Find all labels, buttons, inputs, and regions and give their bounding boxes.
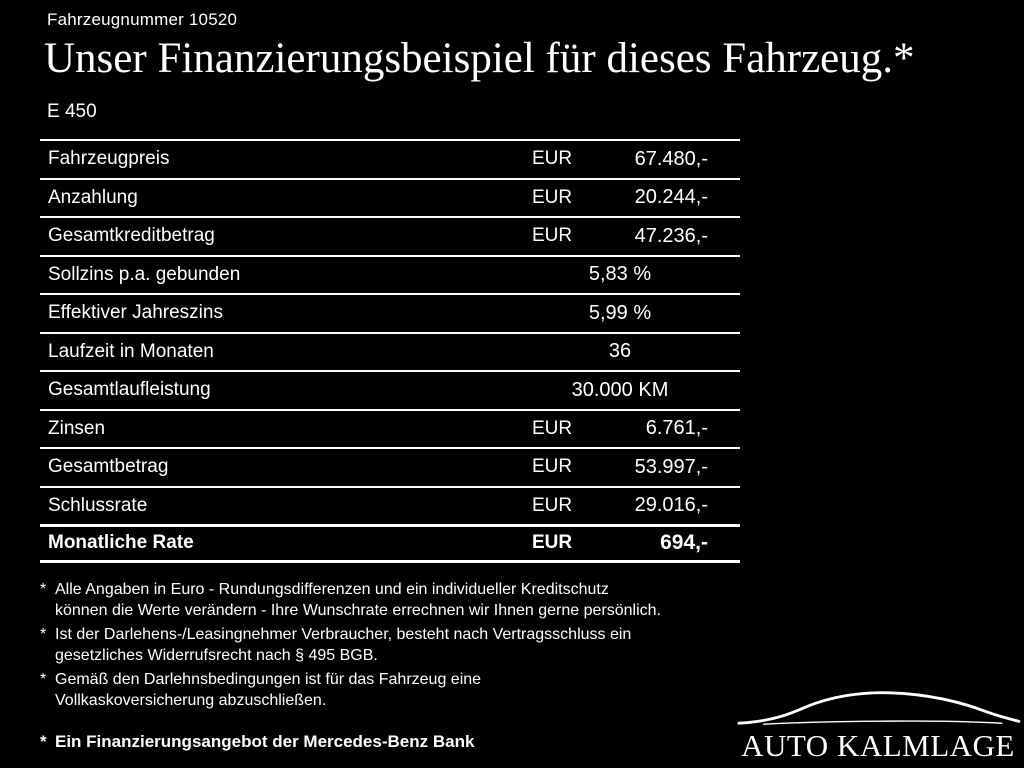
row-value: 30.000 KM — [571, 378, 669, 401]
row-currency: EUR — [532, 225, 573, 247]
row-label: Gesamtlaufleistung — [48, 379, 211, 401]
footnote-marker: * — [40, 671, 47, 688]
row-label: Fahrzeugpreis — [48, 148, 170, 170]
dealer-name: AUTO KALMLAGE — [741, 728, 1015, 763]
row-value: 5,83 % — [588, 263, 652, 286]
table-row: Gesamtkreditbetrag EUR 47.236,- — [40, 216, 740, 255]
row-value: 53.997,- — [634, 455, 708, 478]
table-row: Effektiver Jahreszins 5,99 % — [40, 293, 740, 332]
financing-table: Fahrzeugpreis EUR 67.480,- Anzahlung EUR… — [40, 139, 740, 563]
bank-note-text: Ein Finanzierungsangebot der Mercedes-Be… — [55, 732, 475, 751]
vehicle-model: E 450 — [47, 101, 97, 122]
row-label: Zinsen — [48, 417, 106, 439]
row-value: 67.480,- — [634, 147, 708, 170]
row-value: 694,- — [660, 531, 708, 555]
footnote: * Alle Angaben in Euro - Rundungsdiffere… — [40, 579, 770, 621]
footnotes: * Alle Angaben in Euro - Rundungsdiffere… — [40, 579, 770, 714]
row-label: Effektiver Jahreszins — [48, 302, 223, 324]
bank-financing-note: * Ein Finanzierungsangebot der Mercedes-… — [40, 732, 474, 752]
row-label: Monatliche Rate — [48, 532, 194, 554]
footnote-text: Ist der Darlehens-/Leasingnehmer Verbrau… — [55, 626, 632, 664]
row-label: Gesamtkreditbetrag — [48, 225, 215, 247]
footnote-text: Alle Angaben in Euro - Rundungsdifferenz… — [55, 581, 661, 619]
row-label: Laufzeit in Monaten — [48, 340, 214, 362]
row-value: 6.761,- — [645, 417, 708, 440]
row-value: 36 — [608, 340, 632, 363]
dealer-logo: AUTO KALMLAGE — [734, 688, 1022, 764]
footnote-marker: * — [40, 581, 47, 598]
table-row: Laufzeit in Monaten 36 — [40, 331, 740, 371]
table-row: Sollzins p.a. gebunden 5,83 % — [40, 254, 740, 294]
row-currency: EUR — [532, 186, 573, 208]
row-value: 47.236,- — [634, 224, 708, 247]
footnote-marker: * — [40, 626, 47, 643]
row-value: 20.244,- — [634, 186, 708, 209]
row-currency: EUR — [532, 532, 573, 554]
page-title: Unser Finanzierungsbeispiel für dieses F… — [44, 35, 915, 82]
row-value: 29.016,- — [634, 494, 708, 517]
row-label: Gesamtbetrag — [48, 456, 169, 478]
vehicle-number: Fahrzeugnummer 10520 — [47, 10, 238, 29]
table-row: Zinsen EUR 6.761,- — [40, 408, 740, 448]
row-value: 5,99 % — [588, 301, 652, 324]
row-label: Anzahlung — [48, 186, 138, 208]
footnote-text: Gemäß den Darlehnsbedingungen ist für da… — [55, 671, 482, 709]
footnote: * Gemäß den Darlehnsbedingungen ist für … — [40, 669, 770, 711]
row-label: Schlussrate — [48, 494, 148, 516]
row-label: Sollzins p.a. gebunden — [48, 263, 241, 285]
table-row: Fahrzeugpreis EUR 67.480,- — [40, 139, 740, 178]
row-currency: EUR — [532, 456, 573, 478]
row-currency: EUR — [532, 417, 573, 439]
table-row: Anzahlung EUR 20.244,- — [40, 177, 740, 217]
row-currency: EUR — [532, 494, 573, 516]
table-row: Gesamtlaufleistung 30.000 KM — [40, 370, 740, 409]
car-silhouette-icon — [737, 691, 1021, 725]
footnote: * Ist der Darlehens-/Leasingnehmer Verbr… — [40, 624, 770, 666]
table-row: Gesamtbetrag EUR 53.997,- — [40, 447, 740, 486]
row-currency: EUR — [532, 148, 573, 170]
table-row-monthly-rate: Monatliche Rate EUR 694,- — [40, 524, 740, 563]
table-row: Schlussrate EUR 29.016,- — [40, 485, 740, 525]
bank-note-marker: * — [40, 732, 47, 751]
